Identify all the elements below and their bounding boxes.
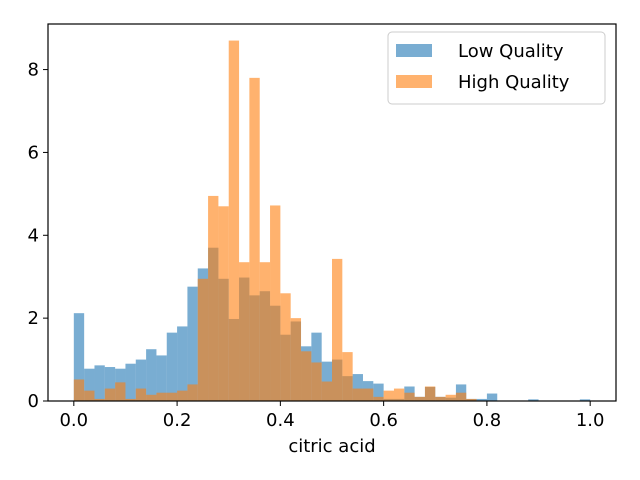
- x-axis-label: citric acid: [288, 436, 375, 457]
- bar-low-quality-6: [135, 359, 147, 401]
- bar-low-quality-2: [94, 365, 105, 401]
- x-tick-label: 0.4: [266, 410, 295, 431]
- bar-low-quality-8: [156, 355, 167, 401]
- bar-high-quality-23: [311, 362, 322, 401]
- legend-box: [387, 31, 606, 105]
- bar-low-quality-9: [166, 332, 178, 401]
- bar-high-quality-2: [94, 398, 105, 401]
- y-axis-ticks: 0 2 4 6 8: [28, 60, 48, 412]
- legend: Low Quality High Quality: [387, 31, 606, 105]
- y-tick-label: 4: [28, 225, 39, 246]
- bar-high-quality-24: [321, 381, 332, 401]
- bar-high-quality-36: [445, 394, 456, 401]
- bar-high-quality-4: [115, 382, 126, 401]
- y-tick-label: 8: [28, 60, 39, 81]
- bar-high-quality-13: [208, 195, 219, 401]
- bar-high-quality-9: [166, 392, 178, 401]
- bar-low-quality-0: [73, 313, 85, 401]
- bar-high-quality-20: [280, 293, 291, 401]
- bar-low-quality-3: [104, 367, 116, 401]
- legend-swatch-low-quality: [396, 44, 432, 57]
- bar-high-quality-6: [135, 388, 147, 401]
- bar-high-quality-22: [301, 351, 312, 401]
- y-tick-label: 6: [28, 142, 39, 163]
- bar-high-quality-0: [73, 379, 85, 401]
- bar-high-quality-10: [177, 390, 188, 401]
- bar-high-quality-32: [404, 392, 415, 401]
- bar-high-quality-11: [187, 384, 198, 401]
- x-tick-label: 0.2: [163, 410, 192, 431]
- bar-high-quality-7: [146, 394, 157, 401]
- bar-high-quality-1: [84, 390, 95, 401]
- bar-high-quality-18: [259, 262, 271, 401]
- bar-high-quality-30: [383, 390, 394, 401]
- bar-low-quality-11: [187, 286, 198, 401]
- bar-low-quality-5: [125, 363, 136, 401]
- bar-high-quality-34: [424, 386, 436, 401]
- bar-low-quality-10: [177, 326, 188, 401]
- bar-high-quality-17: [249, 77, 260, 402]
- y-tick-label: 0: [28, 391, 39, 412]
- bar-high-quality-3: [104, 388, 116, 401]
- bar-low-quality-39: [476, 398, 487, 401]
- bar-high-quality-14: [218, 206, 229, 401]
- bar-low-quality-24: [321, 361, 332, 401]
- bar-high-quality-27: [352, 388, 363, 401]
- bar-high-quality-5: [125, 398, 136, 401]
- bar-high-quality-12: [197, 278, 209, 401]
- bar-low-quality-7: [146, 349, 157, 401]
- bar-high-quality-37: [455, 392, 467, 401]
- bar-high-quality-15: [228, 40, 240, 401]
- bar-low-quality-42: [579, 399, 591, 401]
- x-axis-ticks: 0.0 0.2 0.4 0.6 0.8 1.0: [59, 401, 605, 431]
- bar-high-quality-8: [156, 392, 167, 401]
- bar-low-quality-41: [528, 399, 539, 401]
- bar-high-quality-19: [270, 205, 281, 401]
- bar-high-quality-29: [373, 396, 384, 401]
- bar-high-quality-28: [362, 388, 374, 401]
- bar-low-quality-27: [352, 374, 363, 401]
- bar-high-quality-16: [239, 262, 250, 401]
- bars-layer: [73, 40, 591, 402]
- bar-high-quality-26: [342, 352, 353, 401]
- x-tick-label: 0.0: [59, 410, 88, 431]
- x-tick-label: 0.8: [473, 410, 502, 431]
- bar-low-quality-40: [486, 393, 498, 401]
- bar-high-quality-33: [414, 396, 425, 401]
- bar-high-quality-38: [466, 398, 477, 401]
- bar-low-quality-1: [84, 368, 95, 401]
- y-tick-label: 2: [28, 308, 39, 329]
- x-tick-label: 0.6: [369, 410, 398, 431]
- legend-label-high-quality: High Quality: [458, 72, 570, 93]
- bar-high-quality-31: [393, 388, 405, 401]
- legend-label-low-quality: Low Quality: [458, 41, 564, 62]
- bar-high-quality-35: [435, 396, 446, 401]
- x-tick-label: 1.0: [576, 410, 605, 431]
- bar-low-quality-29: [373, 383, 384, 401]
- legend-swatch-high-quality: [396, 75, 432, 88]
- plot-frame: [47, 23, 617, 402]
- bar-high-quality-21: [290, 318, 302, 401]
- bar-high-quality-25: [332, 258, 343, 401]
